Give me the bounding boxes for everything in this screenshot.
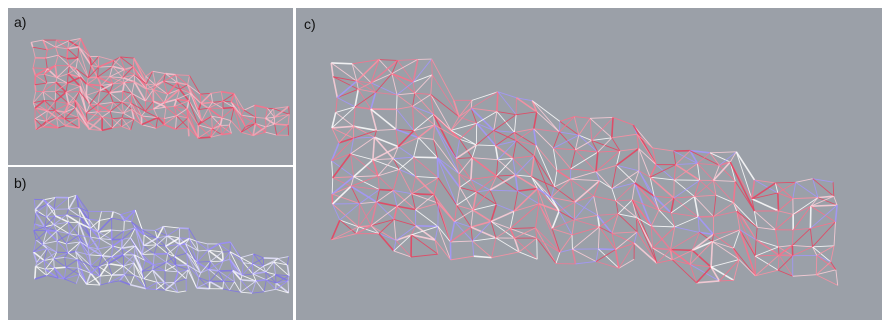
strut — [816, 255, 817, 274]
panel-label: a) — [14, 14, 26, 30]
strut — [396, 109, 397, 129]
strut — [379, 190, 393, 191]
strut — [122, 239, 123, 248]
strut — [437, 158, 438, 178]
panel-label: b) — [14, 175, 26, 191]
strut — [142, 230, 155, 231]
strut — [57, 231, 58, 241]
strut — [331, 63, 352, 64]
strut — [778, 193, 779, 211]
strut — [35, 85, 36, 92]
strut — [43, 127, 59, 128]
strut — [222, 252, 223, 261]
strut — [67, 49, 68, 59]
strut — [779, 255, 793, 256]
strut — [55, 82, 56, 91]
strut — [416, 226, 438, 227]
strut — [414, 157, 438, 158]
figure: a) b) c) — [0, 0, 882, 320]
strut — [147, 89, 154, 90]
strut — [57, 252, 68, 253]
strut — [54, 267, 66, 268]
strut — [102, 256, 111, 257]
strut — [86, 84, 87, 95]
strut — [79, 118, 80, 128]
strut — [497, 92, 498, 112]
strut — [124, 221, 125, 231]
strut — [266, 127, 267, 132]
strut — [179, 238, 189, 239]
strut — [55, 92, 66, 93]
strut — [275, 124, 288, 125]
strut — [197, 288, 210, 289]
strut — [157, 282, 165, 283]
strut — [57, 241, 58, 252]
panel-b — [8, 167, 293, 320]
strut — [200, 94, 201, 103]
strut — [35, 266, 36, 279]
strut — [276, 275, 277, 283]
strut — [559, 121, 560, 132]
strut — [574, 202, 575, 220]
strut — [265, 118, 266, 127]
figure-canvas: a) b) c) — [0, 0, 882, 320]
strut — [131, 93, 132, 103]
strut — [180, 228, 189, 229]
strut — [432, 59, 433, 75]
strut — [264, 258, 278, 259]
strut — [288, 281, 289, 293]
strut — [156, 290, 165, 291]
panel-label: c) — [304, 16, 316, 32]
strut — [670, 250, 692, 251]
strut — [54, 259, 55, 269]
strut — [224, 281, 235, 282]
strut — [289, 107, 290, 115]
strut — [459, 174, 460, 188]
strut — [598, 249, 615, 250]
strut — [67, 58, 78, 59]
strut — [332, 178, 333, 194]
strut — [811, 205, 837, 206]
strut — [288, 125, 289, 135]
strut — [166, 106, 174, 107]
strut — [778, 247, 779, 255]
strut — [241, 280, 256, 281]
strut — [188, 128, 189, 136]
strut — [223, 107, 234, 108]
strut — [144, 235, 145, 246]
